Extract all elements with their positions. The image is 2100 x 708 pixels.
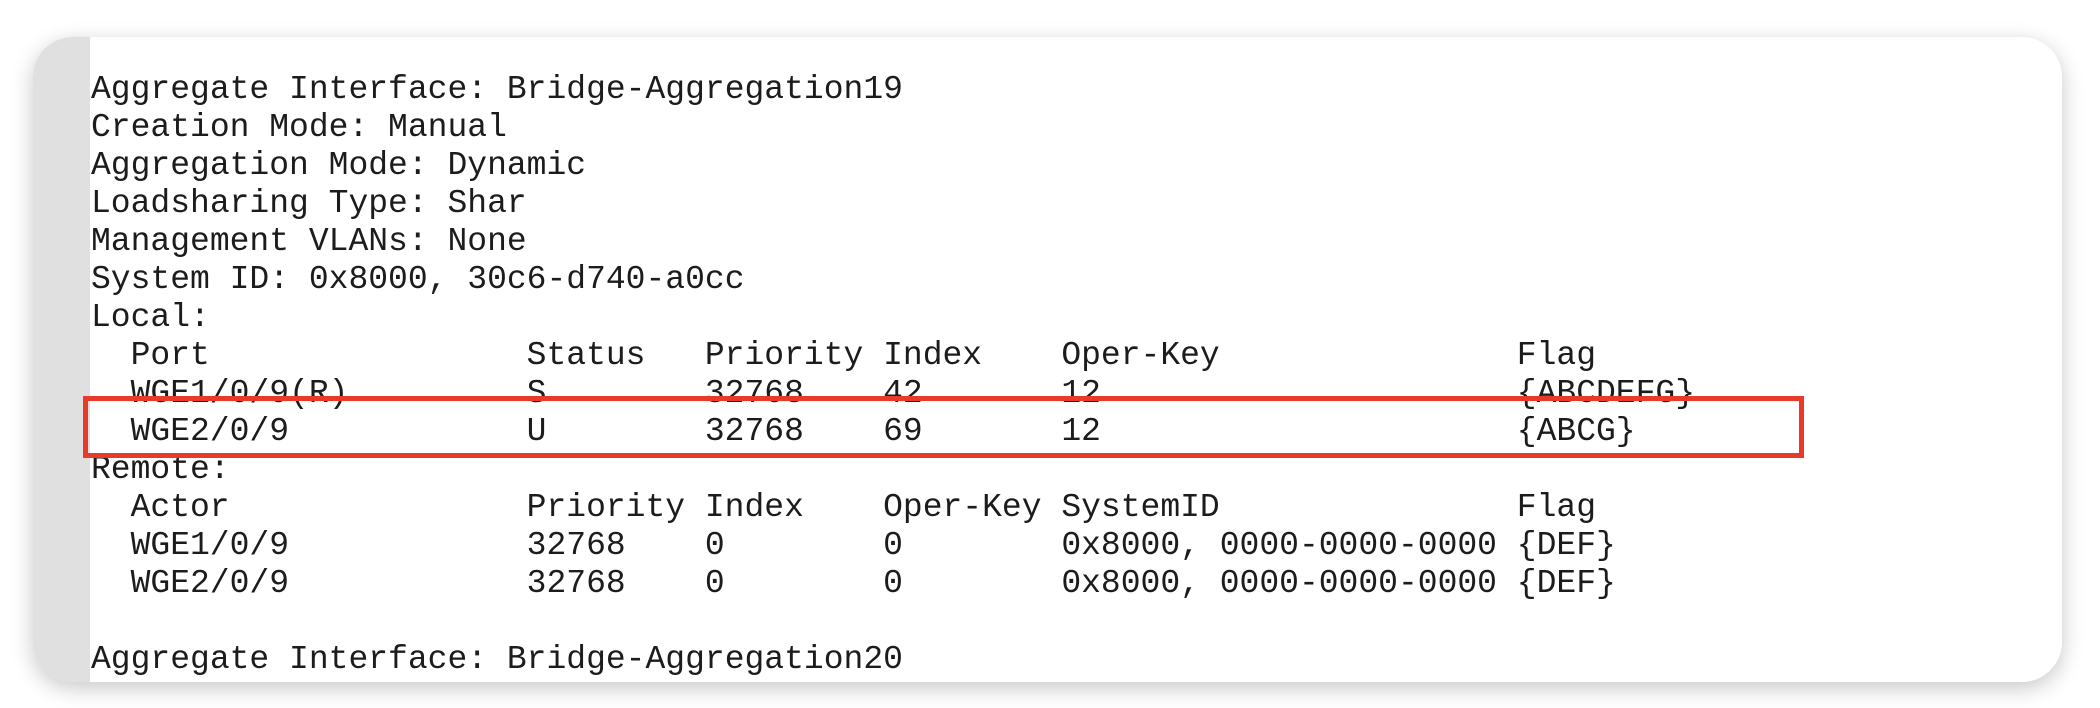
col-header: Actor <box>130 489 230 526</box>
cell: S <box>526 375 547 412</box>
cell: 0 <box>704 565 725 602</box>
local-header-row: Port Status Priority Index Oper-Key Flag <box>91 337 1695 375</box>
left-gutter <box>33 37 90 682</box>
cell: {DEF} <box>1516 565 1616 602</box>
col-header: Oper-Key <box>1061 337 1220 374</box>
cell: 0x8000, 0000-0000-0000 <box>1061 527 1497 564</box>
table-row: WGE2/0/9 32768 0 0 0x8000, 0000-0000-000… <box>91 565 1695 603</box>
cell: {ABCDEFG} <box>1516 375 1696 412</box>
terminal-output: Aggregate Interface: Bridge-Aggregation1… <box>91 71 1695 679</box>
next-interface-line: Aggregate Interface: Bridge-Aggregation2… <box>91 641 903 678</box>
cell: 32768 <box>704 413 804 450</box>
col-header: Index <box>883 337 983 374</box>
summary-line: Creation Mode: Manual <box>91 109 507 146</box>
col-header: SystemID <box>1061 489 1220 526</box>
cell: 32768 <box>526 527 626 564</box>
remote-header-row: Actor Priority Index Oper-Key SystemID F… <box>91 489 1695 527</box>
col-header: Index <box>704 489 804 526</box>
cell: 32768 <box>704 375 804 412</box>
table-row: WGE1/0/9 32768 0 0 0x8000, 0000-0000-000… <box>91 527 1695 565</box>
summary-line: Aggregation Mode: Dynamic <box>91 147 587 184</box>
cell: 42 <box>883 375 923 412</box>
cell: WGE2/0/9 <box>130 413 290 450</box>
cell: 12 <box>1061 375 1101 412</box>
col-header: Flag <box>1516 337 1596 374</box>
cell: {ABCG} <box>1516 413 1636 450</box>
table-row-highlighted: WGE2/0/9 U 32768 69 12 {ABCG} <box>91 413 1695 451</box>
terminal-output-card: Aggregate Interface: Bridge-Aggregation1… <box>33 37 2062 682</box>
local-label: Local: <box>91 299 210 336</box>
cell: 0 <box>704 527 725 564</box>
cell: 0 <box>883 565 903 602</box>
table-row: WGE1/0/9(R) S 32768 42 12 {ABCDEFG} <box>91 375 1695 413</box>
cell: 0x8000, 0000-0000-0000 <box>1061 565 1497 602</box>
cell: 32768 <box>526 565 626 602</box>
summary-line: System ID: 0x8000, 30c6-d740-a0cc <box>91 261 745 298</box>
summary-line: Aggregate Interface: Bridge-Aggregation1… <box>91 71 903 108</box>
col-header: Flag <box>1516 489 1596 526</box>
col-header: Priority <box>704 337 864 374</box>
cell: {DEF} <box>1516 527 1616 564</box>
cell: 0 <box>883 527 903 564</box>
col-header: Status <box>526 337 646 374</box>
col-header: Priority <box>526 489 686 526</box>
summary-line: Management VLANs: None <box>91 223 527 260</box>
cell: WGE1/0/9(R) <box>130 375 349 412</box>
cell: U <box>526 413 547 450</box>
cell: WGE1/0/9 <box>130 527 290 564</box>
cell: WGE2/0/9 <box>130 565 290 602</box>
cell: 69 <box>883 413 923 450</box>
col-header: Port <box>130 337 210 374</box>
cell: 12 <box>1061 413 1101 450</box>
col-header: Oper-Key <box>883 489 1042 526</box>
remote-label: Remote: <box>91 451 230 488</box>
blank-line <box>91 603 1695 641</box>
summary-line: Loadsharing Type: Shar <box>91 185 527 222</box>
